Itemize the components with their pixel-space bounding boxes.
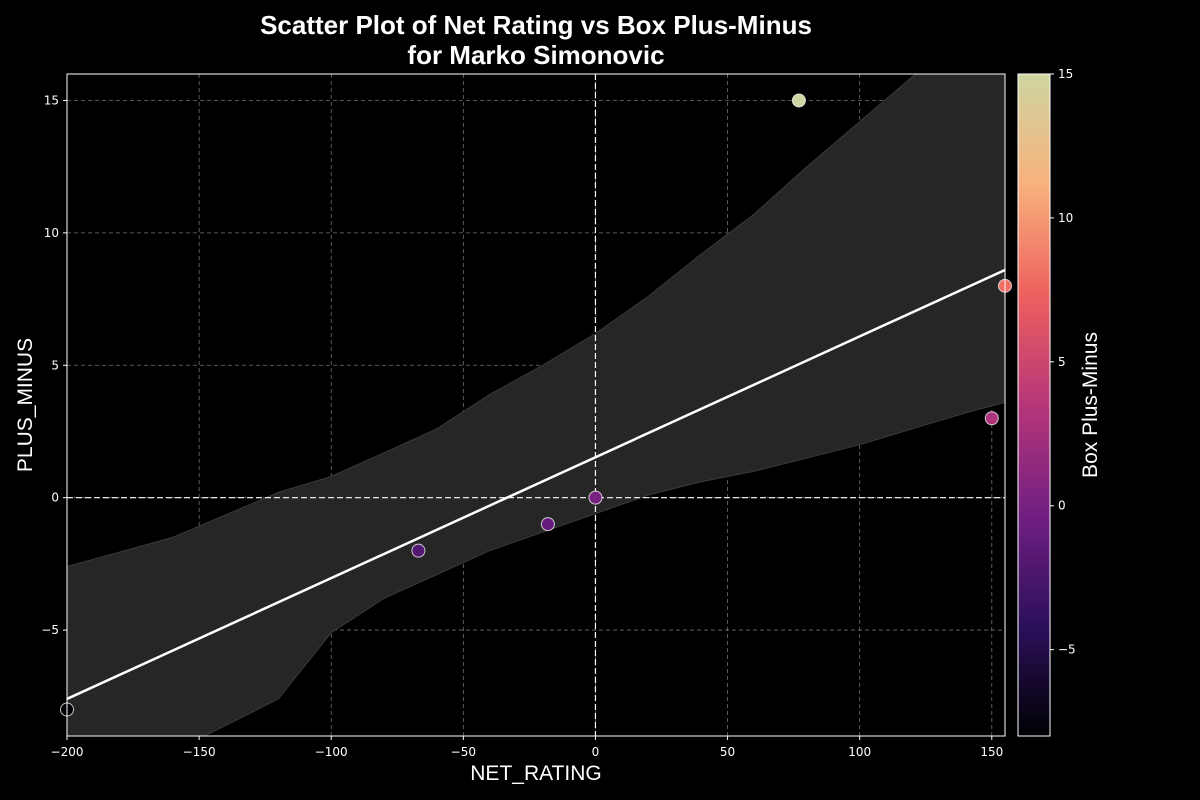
colorbar (1017, 73, 1051, 737)
plot-frame (66, 73, 1006, 737)
data-point-5 (984, 411, 999, 426)
regression-line (67, 268, 1005, 701)
colorbar-label: Box Plus-Minus (1079, 332, 1102, 478)
x-tick-label-5: 50 (720, 745, 735, 759)
y-tick-label-3: 10 (44, 226, 59, 240)
x-tick-label-7: 150 (980, 745, 1003, 759)
data-point-1 (411, 543, 426, 558)
chart-title-line2: for Marko Simonovic (407, 40, 664, 70)
chart-title-line1: Scatter Plot of Net Rating vs Box Plus-M… (260, 10, 812, 40)
regression-layer (67, 268, 1005, 701)
colorbar-tick-label-0: −5 (1058, 643, 1076, 657)
data-point-4 (791, 93, 806, 108)
x-tick-label-3: −50 (451, 745, 476, 759)
colorbar-tick-label-1: 0 (1058, 499, 1066, 513)
y-tick-label-0: −5 (41, 623, 59, 637)
data-point-3 (588, 490, 603, 505)
colorbar-tick-label-4: 15 (1058, 67, 1073, 81)
x-tick-label-6: 100 (848, 745, 871, 759)
y-axis-label: PLUS_MINUS (14, 338, 37, 472)
x-axis-label: NET_RATING (470, 762, 601, 785)
colorbar-tick-label-2: 5 (1058, 355, 1066, 369)
y-axis-ticks: −5 0 5 10 15 (41, 93, 67, 637)
data-point-2 (540, 517, 555, 532)
x-tick-label-2: −100 (315, 745, 348, 759)
x-axis-ticks: −200 −150 −100 −50 0 50 100 150 (51, 736, 1003, 759)
colorbar-tick-label-3: 10 (1058, 211, 1073, 225)
reference-lines (67, 74, 1005, 736)
confidence-band (67, 74, 1005, 736)
x-tick-label-4: 0 (592, 745, 600, 759)
confidence-band-layer (67, 74, 1005, 736)
x-tick-label-1: −150 (183, 745, 216, 759)
scatter-points (60, 93, 1012, 717)
colorbar-ticks: −5 0 5 10 15 (1050, 67, 1076, 657)
x-tick-label-0: −200 (51, 745, 84, 759)
y-tick-label-2: 5 (51, 358, 59, 372)
y-tick-label-1: 0 (51, 491, 59, 505)
y-tick-label-4: 15 (44, 93, 59, 107)
